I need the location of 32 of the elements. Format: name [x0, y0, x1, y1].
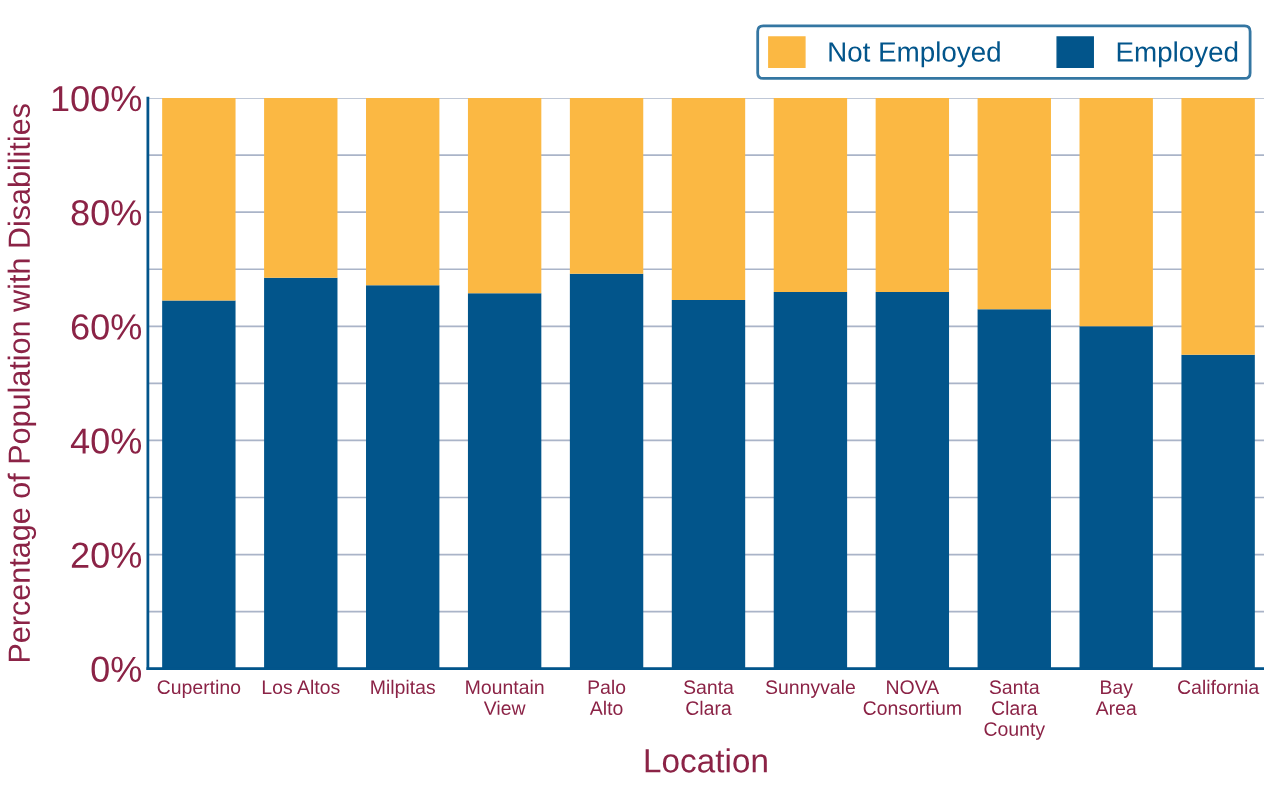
y-tick-label: 40%: [70, 428, 142, 454]
y-axis-title: Percentage of Population with Disabilities: [7, 104, 37, 662]
x-tick-label: Mountain View: [466, 679, 544, 716]
y-tick-label: 100%: [52, 85, 142, 112]
y-tick-label: 80%: [71, 200, 142, 226]
bar: [671, 98, 746, 301]
bar: [366, 98, 440, 286]
y-tick-label: 20%: [71, 542, 142, 568]
bar: [569, 98, 644, 274]
bar: [162, 98, 236, 301]
x-tick-label: Sunnyvale: [765, 679, 855, 698]
x-tick-label: Los Altos: [262, 679, 340, 695]
x-tick-label: Santa Clara County: [984, 680, 1046, 740]
bar: [1181, 98, 1255, 355]
bar: [875, 98, 950, 293]
x-tick-label: Santa Clara: [683, 680, 734, 716]
y-tick-label: 60%: [71, 314, 142, 340]
x-tick-label: California: [1178, 679, 1260, 695]
bar: [467, 98, 542, 294]
x-tick-label: Cupertino: [157, 679, 241, 698]
x-tick-label: Bay Area: [1095, 680, 1137, 716]
legend-label: Employed: [1117, 41, 1238, 68]
x-axis-title: Location: [645, 748, 767, 773]
x-tick-label: NOVA Consortium: [863, 680, 961, 716]
bar: [264, 98, 338, 278]
bar: [773, 98, 848, 293]
x-tick-label: Milpitas: [371, 679, 435, 698]
legend-label: Not Employed: [829, 41, 1000, 68]
bar: [977, 98, 1051, 310]
y-tick-label: 0%: [91, 656, 142, 683]
x-tick-label: Palo Alto: [588, 679, 626, 716]
bar: [1079, 98, 1153, 327]
